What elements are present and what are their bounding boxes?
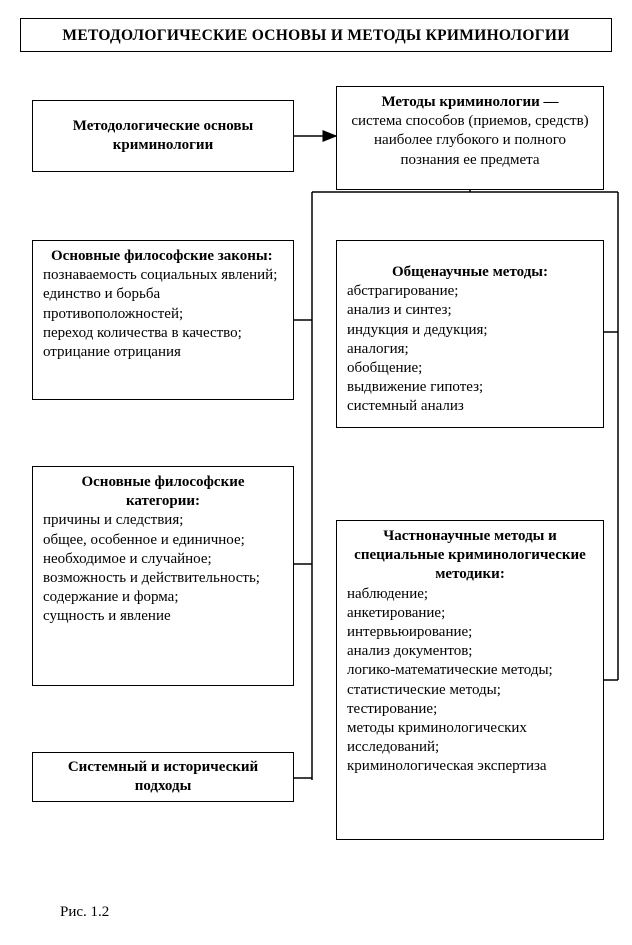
general-methods-item: выдвижение гипотез;	[347, 378, 593, 397]
general-methods-item: обобщение;	[347, 359, 593, 378]
categories-item: возможность и действительность;	[43, 569, 283, 588]
general-methods-item: индукция и дедукция;	[347, 321, 593, 340]
box-categories: Основные философские категории: причины …	[32, 466, 294, 686]
specific-methods-item: криминологическая экспертиза	[347, 757, 593, 776]
categories-item: сущность и явление	[43, 607, 283, 626]
methods-title: Методы криминологии —	[347, 93, 593, 112]
box-specific-methods: Частнонаучные методы и специальные крими…	[336, 520, 604, 840]
laws-title: Основные философские законы:	[43, 247, 283, 266]
specific-methods-item: анализ документов;	[347, 642, 593, 661]
categories-item: общее, особенное и единичное;	[43, 531, 283, 550]
laws-item: переход количества в качество;	[43, 324, 283, 343]
categories-item: содержание и форма;	[43, 588, 283, 607]
box-foundations: Методологические основы криминологии	[32, 100, 294, 172]
laws-item: единство и борьба противоположностей;	[43, 285, 283, 323]
specific-methods-item: логико-математические методы;	[347, 661, 593, 680]
general-methods-item: абстрагирование;	[347, 282, 593, 301]
general-methods-item: аналогия;	[347, 340, 593, 359]
specific-methods-item: интервьюирование;	[347, 623, 593, 642]
general-methods-item: анализ и синтез;	[347, 301, 593, 320]
box-systemic: Системный и исторический подходы	[32, 752, 294, 802]
general-methods-title: Общенаучные методы:	[347, 263, 593, 282]
laws-item: отрицание отрицания	[43, 343, 283, 362]
diagram-title-box: МЕТОДОЛОГИЧЕСКИЕ ОСНОВЫ И МЕТОДЫ КРИМИНО…	[20, 18, 612, 52]
specific-methods-item: методы криминологических исследований;	[347, 719, 593, 757]
specific-methods-item: статистические методы;	[347, 681, 593, 700]
categories-item: причины и следствия;	[43, 511, 283, 530]
categories-title: Основные философские категории:	[43, 473, 283, 511]
page: МЕТОДОЛОГИЧЕСКИЕ ОСНОВЫ И МЕТОДЫ КРИМИНО…	[0, 0, 632, 945]
methods-body: система способов (приемов, средств) наиб…	[347, 112, 593, 170]
box-methods: Методы криминологии — система способов (…	[336, 86, 604, 190]
foundations-title: Методологические основы криминологии	[43, 117, 283, 155]
box-general-methods: Общенаучные методы: абстрагирование; ана…	[336, 240, 604, 428]
specific-methods-item: тестирование;	[347, 700, 593, 719]
specific-methods-item: анкетирование;	[347, 604, 593, 623]
box-laws: Основные философские законы: познаваемос…	[32, 240, 294, 400]
specific-methods-item: наблюдение;	[347, 585, 593, 604]
specific-methods-title: Частнонаучные методы и специальные крими…	[347, 527, 593, 585]
systemic-title: Системный и исторический подходы	[43, 758, 283, 796]
categories-item: необходимое и случайное;	[43, 550, 283, 569]
diagram-title: МЕТОДОЛОГИЧЕСКИЕ ОСНОВЫ И МЕТОДЫ КРИМИНО…	[62, 27, 569, 44]
figure-label: Рис. 1.2	[60, 904, 109, 921]
general-methods-item: системный анализ	[347, 397, 593, 416]
laws-item: познаваемость социальных явлений;	[43, 266, 283, 285]
